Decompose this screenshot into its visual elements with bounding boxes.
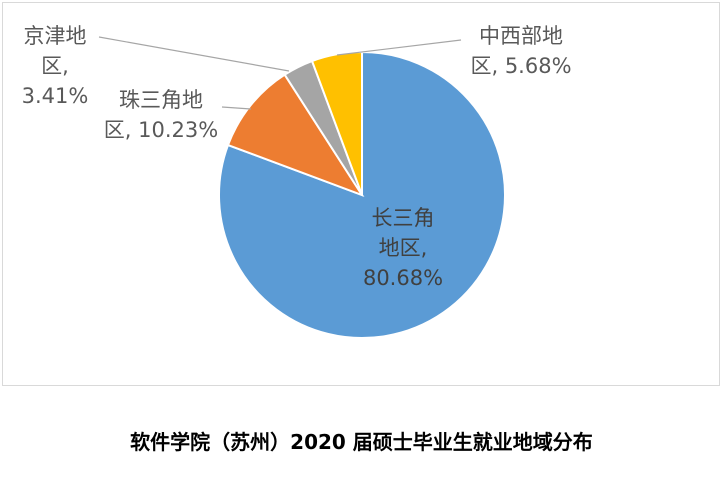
data-label-3: 京津地区, 3.41% <box>22 24 89 108</box>
data-label-4: 中西部地区, 5.68% <box>470 24 571 78</box>
data-label-line: 区, <box>41 54 69 78</box>
data-label-line: 京津地 <box>24 24 87 48</box>
pie-slice-1 <box>218 50 506 339</box>
data-label-line: 中西部地 <box>479 24 563 48</box>
leader-line-2 <box>221 106 252 110</box>
data-label-line: 长三角 <box>372 206 435 230</box>
leader-line-4 <box>336 39 462 56</box>
data-label-line: 区, 5.68% <box>470 54 571 78</box>
data-label-line: 3.41% <box>22 84 89 108</box>
leader-line-3 <box>98 36 290 72</box>
data-label-line: 珠三角地 <box>119 88 203 112</box>
pie-slice-2 <box>226 73 365 197</box>
data-label-2: 珠三角地区, 10.23% <box>104 88 218 142</box>
figure-caption: 软件学院（苏州）2020 届硕士毕业生就业地域分布 <box>130 430 593 454</box>
data-label-line: 地区, <box>379 236 428 260</box>
data-label-line: 区, 10.23% <box>104 118 218 142</box>
data-label-line: 80.68% <box>363 266 443 290</box>
pie-chart: 长三角地区, 80.68% 珠三角地区, 10.23% 京津地区, 3.41% 中西部地区… <box>22 24 572 339</box>
chart-frame: 长三角地区, 80.68% 珠三角地区, 10.23% 京津地区, 3.41% 中西部地区… <box>2 2 720 386</box>
data-label-1: 长三角地区, 80.68% <box>363 206 443 290</box>
